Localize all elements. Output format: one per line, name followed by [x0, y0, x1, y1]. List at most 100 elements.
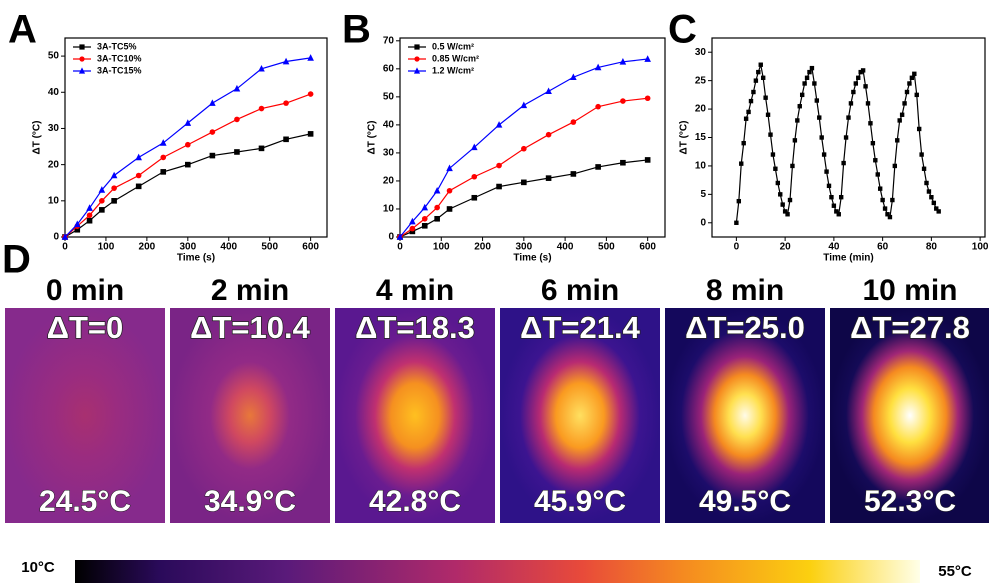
y-tick-label: 5 [700, 189, 706, 200]
marker [135, 183, 142, 190]
marker [924, 180, 929, 186]
y-tick-label: 20 [48, 159, 60, 170]
marker [885, 212, 890, 217]
marker [860, 68, 866, 73]
legend-marker [79, 56, 85, 62]
marker [184, 119, 192, 126]
marker [914, 92, 919, 98]
marker [824, 169, 829, 174]
y-tick-label: 10 [695, 161, 707, 172]
x-tick-label: 600 [639, 242, 656, 253]
y-tick-label: 10 [48, 195, 60, 206]
frame-temp: 24.5°C [39, 485, 131, 518]
frame-delta: ΔT=27.8 [850, 310, 970, 345]
frame-temp: 52.3°C [864, 485, 956, 518]
marker [520, 101, 528, 109]
marker [258, 145, 265, 152]
marker [741, 140, 746, 146]
marker [848, 101, 854, 106]
marker [902, 101, 907, 106]
marker [887, 214, 893, 220]
marker [209, 129, 216, 135]
x-tick-label: 100 [98, 242, 115, 253]
marker [495, 121, 503, 128]
marker [795, 118, 800, 123]
marker [846, 115, 851, 120]
marker [307, 91, 314, 97]
frame-temp: 34.9°C [204, 485, 296, 518]
marker [882, 206, 888, 211]
marker [831, 203, 837, 208]
thermal-image [500, 308, 660, 523]
marker [931, 200, 937, 206]
marker [817, 115, 822, 120]
y-tick-label: 50 [383, 91, 395, 102]
marker [570, 73, 577, 81]
marker [409, 225, 416, 232]
series-line [64, 133, 311, 238]
marker [61, 233, 69, 240]
marker [234, 149, 240, 155]
legend-marker [414, 56, 420, 62]
legend-marker [79, 44, 85, 50]
frame-delta: ΔT=0 [47, 310, 124, 345]
y-tick-label: 0 [53, 232, 59, 243]
x-tick-label: 400 [220, 242, 237, 253]
marker [775, 180, 781, 186]
marker [743, 116, 749, 121]
series-line [735, 64, 940, 223]
x-tick-label: 500 [598, 242, 615, 253]
frame-time: 2 min [211, 274, 289, 307]
marker [836, 212, 841, 217]
marker [739, 161, 744, 166]
marker [74, 226, 81, 233]
marker [446, 206, 453, 212]
marker [446, 164, 453, 172]
series-line [399, 159, 648, 238]
marker [799, 92, 805, 98]
marker [409, 217, 416, 225]
thermal-image [830, 308, 989, 523]
marker [446, 187, 453, 194]
x-tick-label: 500 [261, 242, 278, 253]
marker [856, 75, 861, 80]
legend-label: 0.5 W/cm² [432, 41, 474, 51]
legend-label: 3A-TC15% [97, 65, 142, 75]
x-axis-title: Time (min) [823, 253, 873, 264]
y-tick-label: 70 [383, 35, 395, 46]
marker [545, 87, 552, 95]
marker [916, 126, 922, 132]
x-tick-label: 40 [828, 242, 840, 253]
marker [899, 112, 905, 117]
marker [790, 163, 795, 169]
marker [521, 179, 527, 186]
x-tick-label: 400 [557, 242, 574, 253]
x-tick-label: 200 [474, 242, 491, 253]
marker [912, 71, 917, 77]
marker [797, 104, 802, 109]
marker [895, 138, 900, 143]
marker [748, 98, 754, 104]
y-axis-title: ΔT (°C) [679, 121, 690, 155]
marker [877, 186, 883, 191]
marker [521, 145, 527, 152]
frame-time: 8 min [706, 274, 784, 307]
marker [921, 166, 927, 171]
thermal-image [335, 308, 495, 523]
marker [838, 195, 844, 200]
marker [758, 62, 763, 67]
plot-frame [399, 37, 666, 238]
y-tick-label: 0 [388, 232, 394, 243]
marker [471, 194, 478, 201]
panel-label: D [2, 238, 31, 282]
marker [778, 192, 783, 197]
y-tick-label: 0 [700, 217, 706, 228]
thermal-image [170, 308, 330, 523]
y-tick-label: 30 [48, 123, 60, 134]
y-tick-label: 30 [695, 47, 707, 58]
y-tick-label: 15 [695, 132, 707, 143]
marker [863, 84, 868, 89]
marker [936, 209, 941, 214]
marker [496, 183, 502, 190]
